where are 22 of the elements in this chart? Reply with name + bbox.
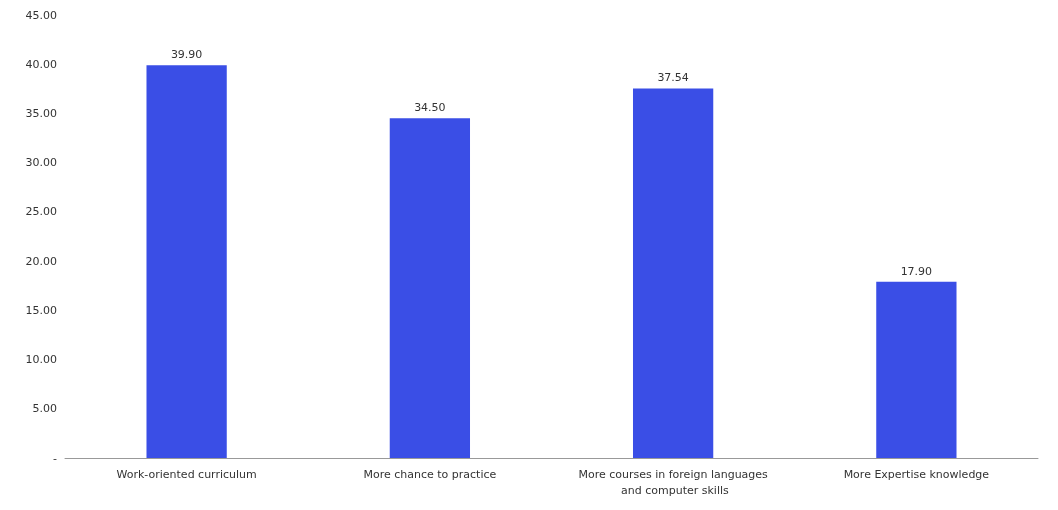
data-label: 34.50 — [414, 101, 446, 115]
y-tick-label: 35.00 — [25, 106, 57, 120]
y-tick-label: 25.00 — [25, 205, 57, 219]
y-tick-label: 20.00 — [25, 254, 57, 268]
bar — [146, 65, 227, 458]
y-tick-label: - — [53, 451, 58, 465]
x-tick-label: Work-oriented curriculum — [116, 467, 257, 481]
y-tick-label: 5.00 — [32, 402, 57, 416]
y-tick-label: 45.00 — [25, 8, 57, 22]
bar — [389, 118, 471, 458]
y-tick-label: 10.00 — [25, 353, 57, 367]
bar — [876, 281, 957, 458]
y-tick-label: 30.00 — [25, 156, 57, 170]
y-tick-label: 40.00 — [25, 57, 57, 71]
data-label: 17.90 — [900, 264, 933, 278]
data-label: 37.54 — [657, 71, 689, 85]
bar — [632, 88, 714, 458]
y-tick-label: 15.00 — [25, 303, 57, 317]
x-tick-label: More chance to practice — [363, 467, 497, 481]
x-tick-label: More Expertise knowledge — [843, 467, 990, 481]
x-tick-label: More courses in foreign languages and computer skills — [578, 467, 769, 497]
data-label: 39.90 — [170, 48, 203, 62]
